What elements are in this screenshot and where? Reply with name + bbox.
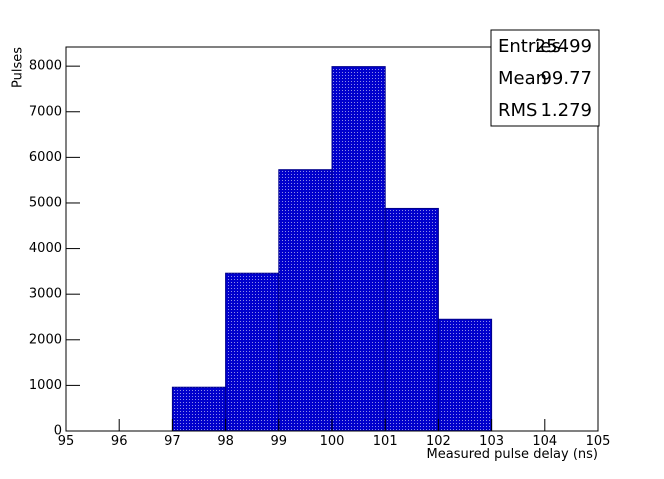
y-tick-label: 1000 bbox=[29, 378, 62, 393]
y-tick-label: 7000 bbox=[29, 104, 62, 119]
y-tick-label: 6000 bbox=[29, 150, 62, 165]
x-tick-label: 98 bbox=[217, 434, 234, 449]
stats-label: RMS bbox=[498, 100, 537, 121]
y-tick-label: 2000 bbox=[29, 332, 62, 347]
x-tick-label: 99 bbox=[271, 434, 288, 449]
x-tick-label: 104 bbox=[532, 434, 557, 449]
x-tick-label: 100 bbox=[320, 434, 345, 449]
bar bbox=[171, 386, 227, 432]
bar bbox=[437, 318, 493, 432]
y-axis-label: Pulses bbox=[11, 47, 26, 88]
stats-value: 99.77 bbox=[540, 68, 592, 89]
bar bbox=[278, 169, 333, 432]
stats-box bbox=[490, 29, 600, 127]
y-tick-label: 4000 bbox=[29, 241, 62, 256]
x-axis-label: Measured pulse delay (ns) bbox=[427, 447, 598, 462]
stats-label: Entries bbox=[498, 36, 561, 57]
x-tick-label: 101 bbox=[373, 434, 398, 449]
y-tick-label: 5000 bbox=[29, 195, 62, 210]
stats-value: 1.279 bbox=[540, 100, 592, 121]
bar bbox=[384, 207, 439, 432]
stats-value: 25499 bbox=[535, 36, 592, 57]
x-tick-label: 103 bbox=[479, 434, 504, 449]
y-tick-label: 3000 bbox=[29, 287, 62, 302]
x-tick-label: 95 bbox=[58, 434, 75, 449]
y-tick-label: 8000 bbox=[29, 59, 62, 74]
x-tick-label: 102 bbox=[426, 434, 451, 449]
x-tick-label: 105 bbox=[586, 434, 611, 449]
bar bbox=[331, 66, 386, 432]
y-tick-label: 0 bbox=[54, 424, 62, 439]
bar bbox=[225, 272, 280, 432]
x-tick-label: 96 bbox=[111, 434, 128, 449]
stats-label: Mean bbox=[498, 68, 547, 89]
x-tick-label: 97 bbox=[164, 434, 181, 449]
